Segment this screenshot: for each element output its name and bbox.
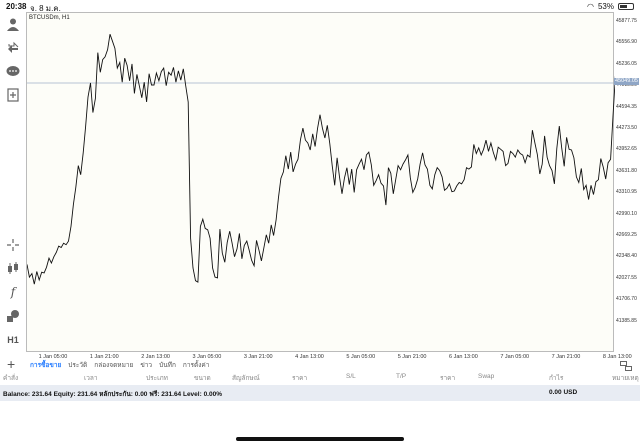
balance-profit: 0.00 USD xyxy=(549,389,577,396)
price-tick: 42027.55 xyxy=(616,275,637,281)
trade-icon[interactable] xyxy=(5,40,21,56)
left-toolbar: f H1 xyxy=(0,12,26,352)
column-header[interactable]: ราคา xyxy=(292,373,307,383)
home-indicator[interactable] xyxy=(236,437,404,441)
column-header[interactable]: หมายเหตุ xyxy=(612,373,639,383)
objects-icon[interactable] xyxy=(5,308,21,324)
price-chart[interactable]: BTCUSDm, H1 xyxy=(26,12,614,352)
layout-toggle-icon[interactable] xyxy=(620,358,632,368)
price-tick: 41706.70 xyxy=(616,296,637,302)
tab-1[interactable]: ประวัติ xyxy=(68,360,87,370)
chat-icon[interactable] xyxy=(5,64,21,80)
symbol-label: BTCUSDm, H1 xyxy=(29,15,70,21)
price-tick: 42990.10 xyxy=(616,211,637,217)
terminal-tabs: การซื้อขาย ประวัติ กล่องจดหมาย ข่าว บันทึก กา… xyxy=(30,360,209,370)
user-icon[interactable] xyxy=(5,16,21,32)
candles-icon[interactable] xyxy=(5,260,21,276)
column-header[interactable]: ราคา xyxy=(440,373,455,383)
price-tick: 45877.75 xyxy=(616,18,637,24)
timeframe-button[interactable]: H1 xyxy=(5,332,21,348)
column-header[interactable]: คำสั่ง xyxy=(3,373,18,383)
column-header[interactable]: ประเภท xyxy=(146,373,168,383)
price-tick: 44594.35 xyxy=(616,104,637,110)
terminal-tabs-bar: + การซื้อขาย ประวัติ กล่องจดหมาย ข่าว บันทึก… xyxy=(0,354,640,372)
column-header[interactable]: Swap xyxy=(478,373,494,380)
wifi-icon: ◠ xyxy=(587,2,594,11)
price-series-line xyxy=(27,34,615,284)
tab-2[interactable]: กล่องจดหมาย xyxy=(94,360,133,370)
current-price-tag: 45049.05 xyxy=(614,78,639,85)
chart-canvas[interactable] xyxy=(27,13,615,353)
tab-5[interactable]: การตั้งค่า xyxy=(183,360,209,370)
trade-table-header: คำสั่ง เวลา ประเภท ขนาด สัญลักษณ์ ราคา S/L T/P ร… xyxy=(0,373,640,383)
price-tick: 43952.65 xyxy=(616,146,637,152)
new-order-icon[interactable] xyxy=(5,87,21,103)
price-axis[interactable]: 45877.7545556.9045236.0544915.2044594.35… xyxy=(614,12,640,352)
price-tick: 44273.50 xyxy=(616,125,637,131)
balance-summary: Balance: 231.64 Equity: 231.64 หลักประกั… xyxy=(3,389,222,399)
balance-row: Balance: 231.64 Equity: 231.64 หลักประกั… xyxy=(0,385,640,401)
tab-4[interactable]: บันทึก xyxy=(159,360,176,370)
price-tick: 42669.25 xyxy=(616,232,637,238)
status-indicators: ◠ 53% xyxy=(587,2,634,11)
crosshair-icon[interactable] xyxy=(5,237,21,253)
column-header[interactable]: T/P xyxy=(396,373,406,380)
battery-percent: 53% xyxy=(598,2,614,11)
battery-fill xyxy=(620,5,627,8)
price-tick: 45236.05 xyxy=(616,61,637,67)
add-icon[interactable]: + xyxy=(7,356,15,372)
price-tick: 43310.95 xyxy=(616,189,637,195)
price-tick: 43631.80 xyxy=(616,168,637,174)
column-header[interactable]: กำไร xyxy=(549,373,563,383)
price-tick: 41385.85 xyxy=(616,318,637,324)
tab-0[interactable]: การซื้อขาย xyxy=(30,360,61,370)
battery-icon xyxy=(618,3,634,10)
column-header[interactable]: เวลา xyxy=(84,373,98,383)
status-time: 20:38 xyxy=(6,2,26,11)
column-header[interactable]: ขนาด xyxy=(194,373,211,383)
tab-3[interactable]: ข่าว xyxy=(140,360,152,370)
price-tick: 42348.40 xyxy=(616,253,637,259)
column-header[interactable]: S/L xyxy=(346,373,356,380)
indicator-icon[interactable]: f xyxy=(5,284,21,300)
price-tick: 45556.90 xyxy=(616,39,637,45)
column-header[interactable]: สัญลักษณ์ xyxy=(232,373,260,383)
